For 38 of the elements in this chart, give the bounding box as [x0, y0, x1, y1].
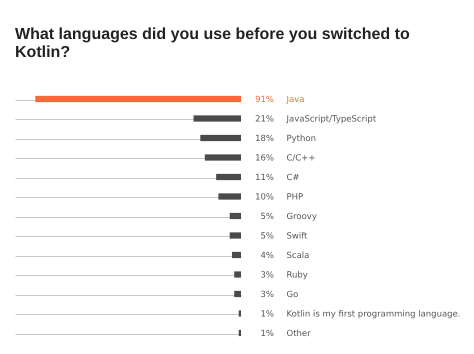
data-label: 21% [255, 114, 274, 125]
y-tick-label: Groovy [286, 212, 317, 222]
bar [232, 252, 241, 258]
y-tick-label: C# [286, 173, 300, 184]
bar [204, 154, 241, 161]
data-label: 5% [260, 212, 274, 222]
data-label: 4% [260, 250, 274, 261]
bar [234, 290, 241, 298]
data-label: 91% [255, 95, 274, 106]
y-tick-label: Python [286, 134, 316, 144]
y-tick-label: Other [286, 328, 312, 339]
data-label: 1% [260, 309, 274, 320]
y-tick-label: PHP [286, 192, 304, 203]
bar [200, 134, 241, 142]
bar [230, 232, 241, 239]
data-label: 3% [260, 270, 274, 280]
y-tick-label: Swift [286, 231, 308, 242]
y-tick-label: Scala [286, 250, 310, 261]
y-tick-label: JavaScript/TypeScript [286, 114, 377, 125]
y-tick-label: Kotlin is my first programming language. [286, 309, 460, 320]
y-tick-label: Go [286, 290, 298, 300]
data-label: 11% [255, 173, 274, 184]
bar [194, 115, 241, 122]
data-label: 3% [260, 290, 274, 300]
y-tick-label: Ruby [286, 270, 308, 280]
bar [35, 96, 241, 102]
data-label: 10% [255, 192, 274, 203]
data-label: 18% [255, 134, 274, 144]
data-label: 1% [260, 328, 274, 339]
y-tick-label: C/C++ [286, 154, 316, 164]
bar [230, 212, 241, 220]
data-label: 16% [255, 154, 274, 164]
bar [234, 271, 241, 278]
bar [216, 174, 241, 180]
chart-title: What languages did you use before you switched to Kotlin? [15, 26, 410, 61]
y-tick-label: Java [286, 95, 304, 106]
bar [218, 193, 241, 200]
data-label: 5% [260, 231, 274, 242]
